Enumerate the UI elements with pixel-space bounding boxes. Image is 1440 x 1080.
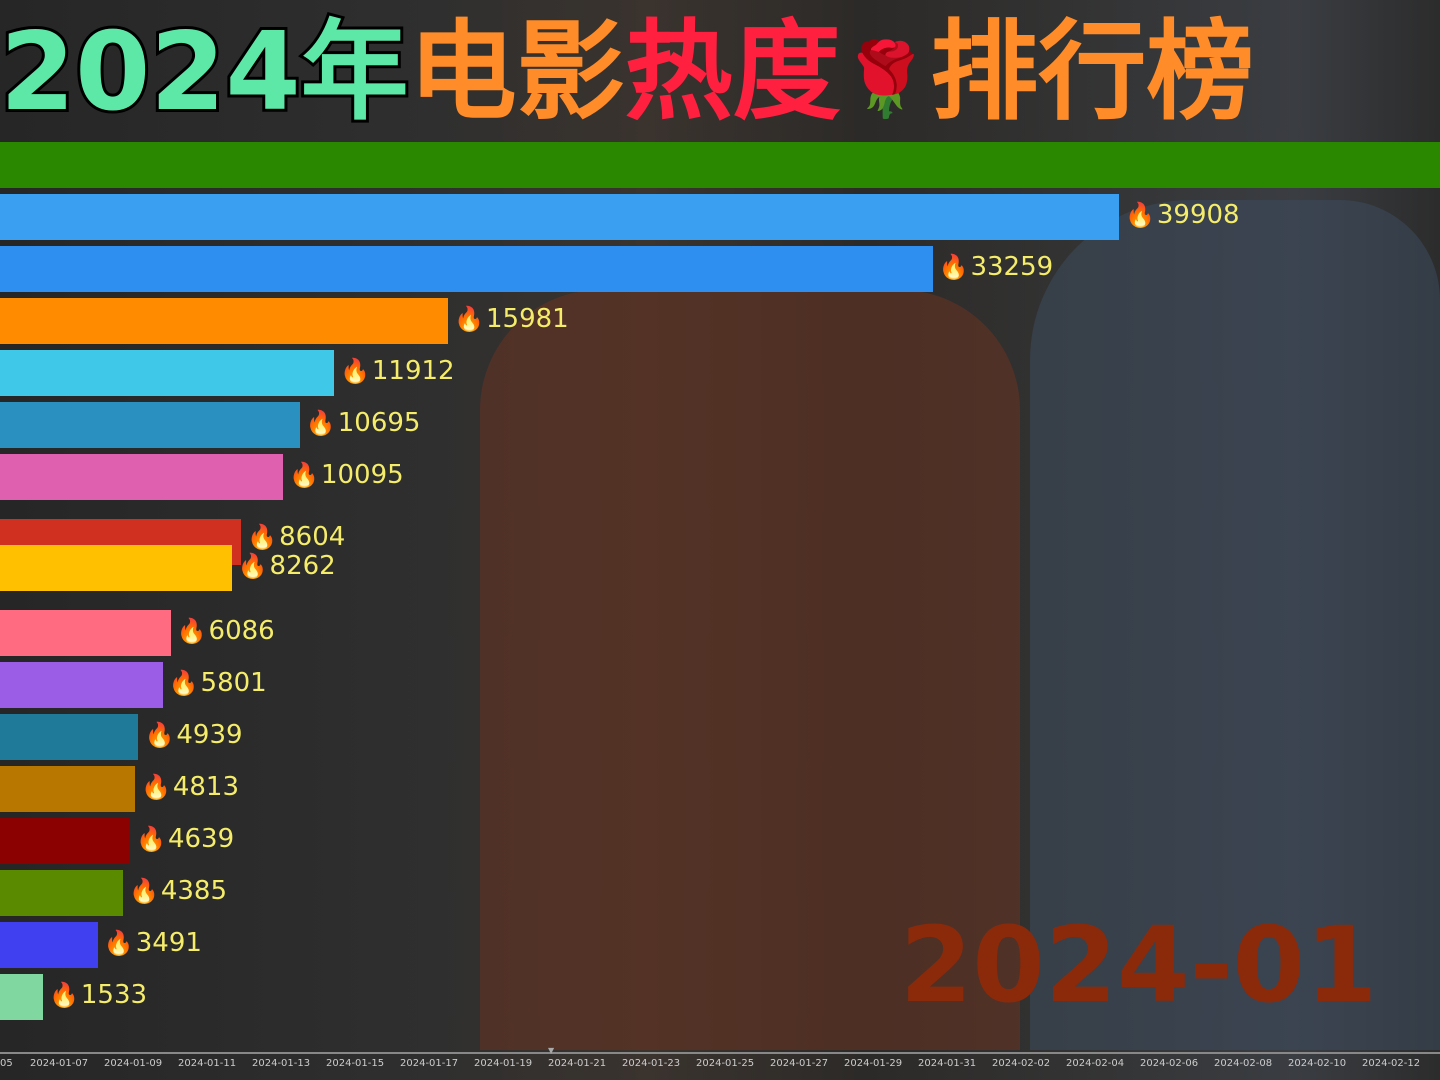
bar-value-label: 🔥4639 <box>136 824 234 854</box>
fire-icon: 🔥 <box>340 357 370 385</box>
fire-icon: 🔥 <box>454 305 484 333</box>
bar-value-label: 🔥15981 <box>454 304 569 334</box>
rose-icon: 🌹 <box>840 37 931 122</box>
timeline-tick-label: 2024-01-07 <box>30 1058 89 1069</box>
page-title: 2024年电影热度🌹排行榜 <box>0 7 1255 138</box>
bar <box>0 870 123 916</box>
bar-value-label: 🔥8262 <box>238 551 336 581</box>
bar <box>0 818 131 864</box>
bar <box>0 662 163 708</box>
bar-value-label: 🔥6086 <box>177 616 275 646</box>
bar <box>0 402 300 448</box>
fire-icon: 🔥 <box>140 773 171 801</box>
fire-icon: 🔥 <box>176 617 207 645</box>
background-person-left <box>480 290 1020 1050</box>
bar-value: 39908 <box>1156 200 1240 230</box>
timeline-tick-label: 2024-01-11 <box>178 1058 237 1069</box>
bar-value: 10095 <box>320 460 404 490</box>
title-movie: 电影 <box>408 10 625 135</box>
background-person-right <box>1030 200 1440 1050</box>
bar-value-label: 🔥8604 <box>247 522 345 552</box>
timeline-tick-label: 05 <box>0 1058 13 1069</box>
bar-value-label: 🔥39908 <box>1125 200 1240 230</box>
fire-icon: 🔥 <box>247 523 278 551</box>
fire-icon: 🔥 <box>305 409 336 437</box>
bar <box>0 974 43 1020</box>
bar-value-label: 🔥10095 <box>289 460 404 490</box>
bar <box>0 545 232 591</box>
bar-value: 6086 <box>208 616 275 646</box>
fire-icon: 🔥 <box>48 981 79 1009</box>
timeline-marker-icon[interactable]: ▼ <box>548 1046 555 1055</box>
bar-value-label: 🔥3491 <box>104 928 202 958</box>
bar-value: 3491 <box>135 928 202 958</box>
title-year: 2024年 <box>0 7 412 138</box>
fire-icon: 🔥 <box>168 669 199 697</box>
fire-icon: 🔥 <box>1125 201 1155 229</box>
bar <box>0 298 449 344</box>
fire-icon: 🔥 <box>128 877 159 905</box>
fire-icon: 🔥 <box>237 552 268 580</box>
bar-value-label: 🔥5801 <box>169 668 267 698</box>
bar-value: 8262 <box>269 551 336 581</box>
timeline-tick-label: 2024-01-15 <box>326 1058 385 1069</box>
bar-value: 5801 <box>200 668 267 698</box>
bar-value: 4639 <box>167 824 235 854</box>
bar <box>0 766 135 812</box>
bar-value: 1533 <box>80 980 148 1010</box>
timeline-tick-label: 2024-02-02 <box>992 1058 1051 1069</box>
fire-icon: 🔥 <box>144 721 175 749</box>
timeline-axis[interactable] <box>0 1052 1440 1054</box>
bar-value-label: 🔥4939 <box>144 720 242 750</box>
bar <box>0 922 98 968</box>
bar-value: 10695 <box>337 408 421 438</box>
fire-icon: 🔥 <box>938 253 969 281</box>
timeline-tick-label: 2024-01-23 <box>622 1058 681 1069</box>
bar <box>0 350 334 396</box>
timeline-tick-label: 2024-01-31 <box>918 1058 977 1069</box>
bar <box>0 194 1119 240</box>
bar-value: 4939 <box>176 720 243 750</box>
timeline-tick-label: 2024-01-25 <box>696 1058 755 1069</box>
timeline-tick-label: 2024-01-09 <box>104 1058 163 1069</box>
bar <box>0 454 284 500</box>
bar-value: 4813 <box>172 772 240 802</box>
timeline-tick-label: 2024-02-06 <box>1140 1058 1199 1069</box>
timeline-tick-label: 2024-02-04 <box>1066 1058 1125 1069</box>
bar-value-label: 🔥33259 <box>939 252 1054 282</box>
bar-value-label: 🔥4385 <box>129 876 227 906</box>
bar-value-label: 🔥4813 <box>141 772 239 802</box>
bar-value: 4385 <box>160 876 228 906</box>
bar-value-label: 🔥11912 <box>340 356 455 386</box>
fire-icon: 🔥 <box>289 461 319 489</box>
header-band <box>0 142 1440 188</box>
title-heat: 热度 <box>624 10 841 135</box>
bar-value: 8604 <box>279 522 346 552</box>
timeline-tick-label: 2024-01-19 <box>474 1058 533 1069</box>
fire-icon: 🔥 <box>103 929 134 957</box>
timeline-tick-label: 2024-01-13 <box>252 1058 311 1069</box>
timeline-tick-label: 2024-01-29 <box>844 1058 903 1069</box>
bar-value-label: 🔥10695 <box>306 408 421 438</box>
bar <box>0 714 139 760</box>
bar <box>0 246 933 292</box>
title-ranking: 排行榜 <box>930 10 1255 135</box>
bar-value: 15981 <box>485 304 569 334</box>
timeline-tick-label: 2024-01-21 <box>548 1058 607 1069</box>
timeline-tick-label: 2024-02-08 <box>1214 1058 1273 1069</box>
bar <box>0 610 171 656</box>
current-date: 2024-01 <box>900 904 1378 1026</box>
timeline-tick-label: 2024-02-12 <box>1362 1058 1421 1069</box>
fire-icon: 🔥 <box>136 825 166 853</box>
bar-value: 33259 <box>970 252 1054 282</box>
timeline-tick-label: 2024-02-10 <box>1288 1058 1347 1069</box>
bar-value-label: 🔥1533 <box>49 980 147 1010</box>
bar-value: 11912 <box>371 356 455 386</box>
timeline-tick-label: 2024-01-27 <box>770 1058 829 1069</box>
timeline-tick-label: 2024-01-17 <box>400 1058 459 1069</box>
